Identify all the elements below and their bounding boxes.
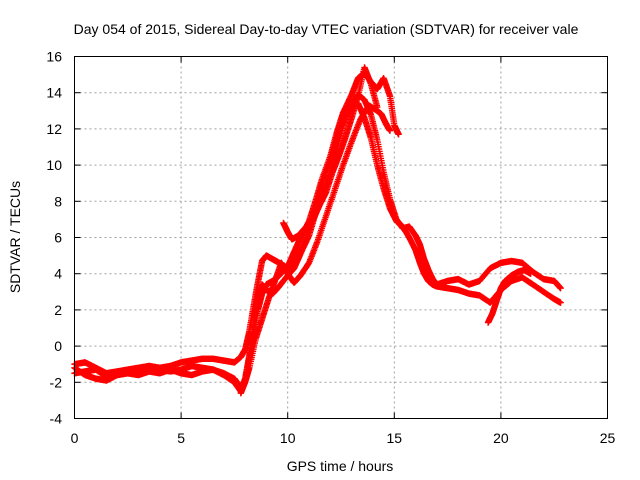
y-tick-label: 12	[46, 121, 62, 137]
tick-layer: 0 5 10 15 20 25 -4 -2 0 2 4 6 8 10 12 14 16	[46, 49, 615, 447]
data-point	[527, 270, 534, 277]
y-tick-label: -2	[50, 374, 63, 390]
x-axis-label: GPS time / hours	[287, 458, 394, 474]
x-tick-label: 25	[600, 430, 616, 446]
y-tick-label: 2	[54, 302, 62, 318]
series-track-6	[484, 266, 534, 326]
y-tick-label: 6	[54, 230, 62, 246]
data-layer	[71, 64, 564, 397]
series-track-3	[71, 98, 564, 395]
y-tick-label: 4	[54, 266, 62, 282]
x-tick-label: 0	[71, 430, 79, 446]
y-tick-label: 16	[46, 49, 62, 65]
data-point	[395, 131, 402, 138]
data-point	[557, 285, 564, 292]
series-track-4	[237, 102, 394, 397]
x-tick-label: 5	[177, 430, 185, 446]
y-tick-label: -4	[50, 411, 63, 427]
y-axis-label: SDTVAR / TECUs	[7, 181, 23, 293]
x-tick-label: 10	[280, 430, 296, 446]
data-point	[557, 299, 564, 306]
data-point	[374, 104, 381, 111]
data-point	[386, 127, 394, 134]
x-tick-label: 15	[387, 430, 403, 446]
series-track-5	[280, 64, 381, 243]
y-tick-label: 10	[46, 157, 62, 173]
plot-frame	[74, 56, 608, 419]
y-tick-label: 0	[54, 338, 62, 354]
chart-title: Day 054 of 2015, Sidereal Day-to-day VTE…	[74, 21, 579, 37]
y-tick-label: 8	[54, 193, 62, 209]
x-tick-label: 20	[493, 430, 509, 446]
y-tick-label: 14	[46, 85, 62, 101]
